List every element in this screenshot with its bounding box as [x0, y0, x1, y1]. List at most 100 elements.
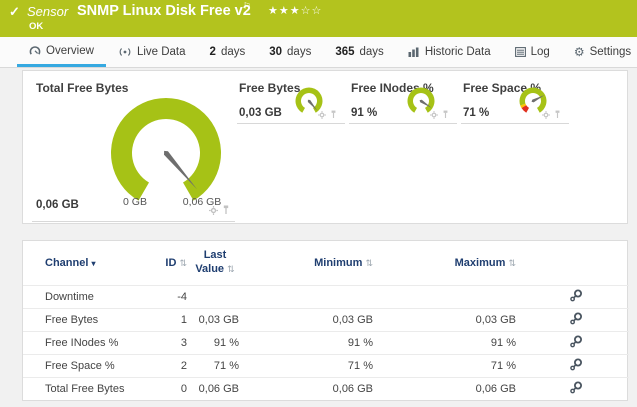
- column-label: Minimum: [314, 256, 363, 269]
- channel-maximum: 0,03 GB: [378, 307, 523, 331]
- channel-minimum: 0,03 GB: [243, 307, 378, 331]
- tab-label: Settings: [589, 46, 632, 58]
- channel-table-card: Channel ▾ ID ⇅ Last Value ⇅ Minimum ⇅: [22, 240, 629, 401]
- gauges-card: Total Free Bytes 0 GB 0,06 GB 0,06 GB Fr…: [22, 70, 628, 224]
- total-free-bytes-gauge: [111, 98, 221, 201]
- channel-maximum: [378, 284, 523, 308]
- table-header-row: Channel ▾ ID ⇅ Last Value ⇅ Minimum ⇅: [23, 241, 629, 285]
- channel-settings-icon[interactable]: [569, 334, 583, 348]
- gauge-scale-min: 0 GB: [123, 196, 147, 208]
- column-label: Channel: [45, 256, 89, 269]
- gauge-pin-icon[interactable]: [330, 110, 337, 119]
- channel-id: 3: [148, 330, 191, 354]
- sensor-kind-label: Sensor: [27, 4, 69, 19]
- channel-name: Free Bytes: [23, 307, 148, 331]
- main-panel-underline: [32, 221, 235, 222]
- tab-30-days[interactable]: 30 days: [257, 37, 323, 67]
- channel-id: -4: [148, 284, 191, 308]
- channel-id: 1: [148, 307, 191, 331]
- channel-last-value: 91 %: [191, 330, 243, 354]
- tab-2-days[interactable]: 2 days: [198, 37, 258, 67]
- column-label: Maximum: [454, 256, 506, 269]
- channel-minimum: 0,06 GB: [243, 376, 378, 400]
- mini-panel-underline: [237, 123, 345, 124]
- column-label: Value: [195, 262, 225, 275]
- mini-gauge-value: 0,03 GB: [239, 107, 282, 119]
- column-header-minimum[interactable]: Minimum ⇅: [243, 241, 378, 285]
- tab-number: 2: [209, 46, 216, 58]
- sensor-header: ✓ Sensor SNMP Linux Disk Free v2 ⚐ ★★★☆☆…: [0, 0, 637, 37]
- sort-icon: ⇅: [508, 257, 516, 268]
- column-header-maximum[interactable]: Maximum ⇅: [378, 241, 523, 285]
- free-bytes-gauge: [295, 87, 323, 113]
- mini-gauge-actions: [318, 110, 337, 119]
- tab-365-days[interactable]: 365 days: [323, 37, 395, 67]
- gauge-settings-icon[interactable]: [430, 111, 438, 119]
- sort-icon: ⇅: [365, 257, 373, 268]
- column-header-actions: [523, 241, 629, 285]
- tab-label: Historic Data: [424, 46, 491, 58]
- tab-number: 365: [335, 46, 355, 58]
- live-data-icon: [118, 47, 132, 57]
- flag-icon[interactable]: ⚐: [243, 1, 252, 11]
- tab-historic-data[interactable]: Historic Data: [396, 37, 503, 67]
- gauge-pin-icon[interactable]: [554, 110, 561, 119]
- main-gauge-actions: [209, 205, 230, 215]
- priority-stars[interactable]: ★★★☆☆: [268, 5, 323, 17]
- channel-maximum: 71 %: [378, 353, 523, 377]
- log-icon: [514, 47, 526, 57]
- column-header-channel[interactable]: Channel ▾: [23, 241, 148, 285]
- tab-label: days: [287, 46, 312, 58]
- mini-panel-underline: [349, 123, 457, 124]
- gauge-settings-icon[interactable]: [318, 111, 326, 119]
- channel-name: Total Free Bytes: [23, 376, 148, 400]
- tab-settings[interactable]: ⚙ Settings: [562, 37, 637, 67]
- tab-label: Log: [530, 46, 550, 58]
- tab-number: 30: [269, 46, 283, 58]
- status-ok-check-icon: ✓: [9, 4, 20, 19]
- channel-last-value: 71 %: [191, 353, 243, 377]
- tab-label: Overview: [46, 44, 94, 57]
- channel-last-value: 0,06 GB: [191, 376, 243, 400]
- gauge-scale-max: 0,06 GB: [182, 196, 222, 208]
- mini-gauge-actions: [430, 110, 449, 119]
- channel-settings-icon[interactable]: [569, 311, 583, 325]
- tab-overview[interactable]: Overview: [17, 37, 106, 67]
- channel-minimum: 91 %: [243, 330, 378, 354]
- sort-icon: ⇅: [179, 257, 187, 268]
- channel-settings-icon[interactable]: [569, 357, 583, 371]
- gauge-settings-icon[interactable]: [542, 111, 550, 119]
- tab-bar: Overview Live Data 2 days 30 days 365 da…: [0, 37, 637, 68]
- channel-row: Free Space % 2 71 % 71 % 71 %: [23, 353, 629, 377]
- channel-settings-icon[interactable]: [569, 380, 583, 394]
- mini-gauge-value: 91 %: [351, 107, 378, 119]
- channel-table: Channel ▾ ID ⇅ Last Value ⇅ Minimum ⇅: [23, 241, 629, 400]
- mini-gauge-title: Free Bytes: [239, 81, 301, 95]
- column-header-id[interactable]: ID ⇅: [148, 241, 191, 285]
- free-inodes-gauge: [407, 87, 435, 113]
- gauge-pin-icon[interactable]: [442, 110, 449, 119]
- channel-id: 0: [148, 376, 191, 400]
- channel-row: Total Free Bytes 0 0,06 GB 0,06 GB 0,06 GB: [23, 376, 629, 400]
- tab-label: Live Data: [136, 46, 186, 58]
- column-label: Last: [203, 249, 227, 261]
- tab-live-data[interactable]: Live Data: [106, 37, 198, 67]
- gauge-settings-icon[interactable]: [209, 206, 218, 215]
- column-label: ID: [165, 256, 177, 269]
- mini-gauge-actions: [542, 110, 561, 119]
- channel-row: Free Bytes 1 0,03 GB 0,03 GB 0,03 GB: [23, 307, 629, 331]
- channel-settings-icon[interactable]: [569, 288, 583, 302]
- sensor-title: SNMP Linux Disk Free v2: [77, 3, 251, 19]
- historic-data-icon: [408, 47, 420, 57]
- channel-minimum: [243, 284, 378, 308]
- sort-icon: ⇅: [227, 263, 235, 274]
- tab-log[interactable]: Log: [503, 37, 562, 67]
- channel-id: 2: [148, 353, 191, 377]
- mini-panel-underline: [461, 123, 569, 124]
- channel-maximum: 0,06 GB: [378, 376, 523, 400]
- free-space-gauge: [519, 87, 547, 113]
- main-gauge-title: Total Free Bytes: [36, 81, 129, 95]
- column-header-last-value[interactable]: Last Value ⇅: [191, 241, 243, 285]
- gauge-pin-icon[interactable]: [222, 205, 230, 215]
